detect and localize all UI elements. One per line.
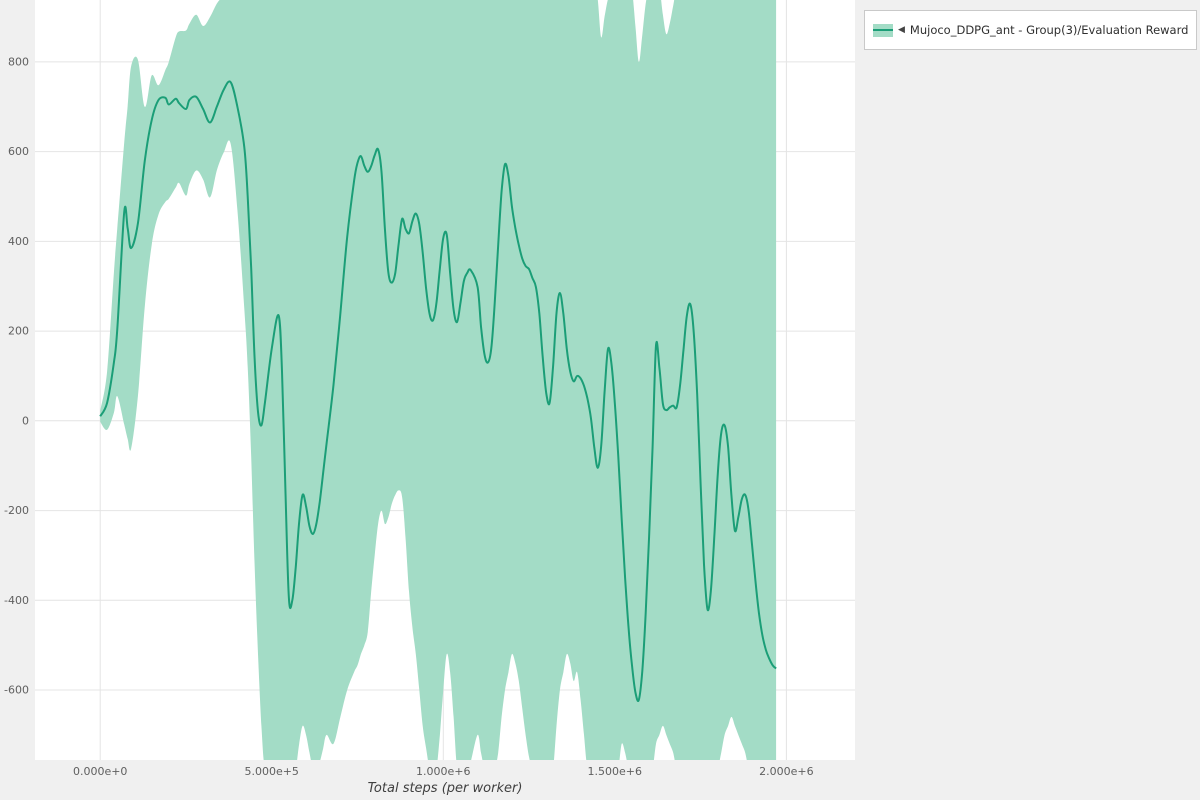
- y-tick-label: -200: [4, 504, 29, 517]
- y-tick-label: 200: [8, 325, 29, 338]
- x-tick-label: 2.000e+6: [759, 765, 813, 778]
- y-tick-label: 600: [8, 145, 29, 158]
- y-tick-label: -400: [4, 594, 29, 607]
- x-tick-label: 1.000e+6: [416, 765, 470, 778]
- confidence-band: [100, 0, 777, 760]
- legend-line-icon: [873, 29, 893, 31]
- legend-label: Mujoco_DDPG_ant - Group(3)/Evaluation Re…: [909, 23, 1189, 37]
- y-tick-label: 800: [8, 55, 29, 68]
- legend[interactable]: ◀ Mujoco_DDPG_ant - Group(3)/Evaluation …: [864, 10, 1198, 50]
- mean-line: [99, 80, 777, 702]
- y-tick-label: 0: [22, 414, 29, 427]
- x-tick-label: 0.000e+0: [73, 765, 127, 778]
- x-tick-label: 1.500e+6: [588, 765, 642, 778]
- legend-collapse-icon[interactable]: ◀: [898, 25, 905, 35]
- legend-band-swatch-icon: [873, 23, 893, 37]
- y-tick-label: 400: [8, 235, 29, 248]
- y-tick-label: -600: [4, 684, 29, 697]
- x-tick-label: 5.000e+5: [244, 765, 298, 778]
- x-axis-label: Total steps (per worker): [367, 781, 523, 796]
